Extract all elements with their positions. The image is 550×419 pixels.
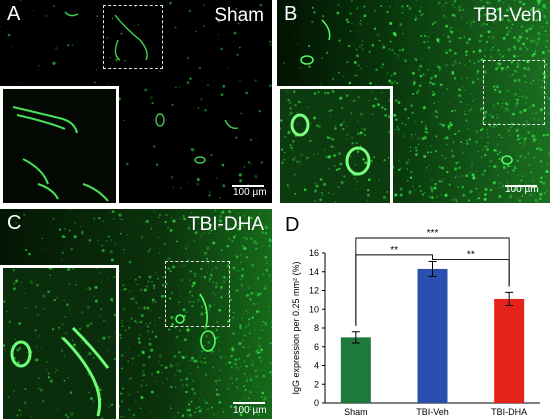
panel-letter: B <box>284 3 298 25</box>
y-tick-label: 0 <box>314 398 319 408</box>
scale-bar-label: 100 µm <box>505 184 539 195</box>
roi-box-tbi-dha <box>165 261 230 327</box>
scale-bar <box>232 185 264 187</box>
y-tick-label: 8 <box>314 323 319 333</box>
panel-letter: A <box>7 3 21 25</box>
bar-sham <box>340 337 371 403</box>
x-tick-label: TBI-DHA <box>491 407 527 417</box>
micrograph-panel-tbi-dha: C TBI-DHA 100 µm <box>0 209 272 419</box>
bar-chart-panel: D 0 2 4 6 8 10 12 14 16 IgG expression per 0.25 m… <box>277 209 550 419</box>
significance-label: ** <box>390 245 398 256</box>
inset-zoom-tbi-veh <box>277 86 393 203</box>
y-tick-label: 14 <box>309 267 319 277</box>
micrograph-panel-tbi-veh: B TBI-Veh 100 µm <box>277 0 550 203</box>
roi-box-sham <box>103 5 163 69</box>
panel-condition-label: TBI-DHA <box>188 214 264 235</box>
micrograph-panel-sham: A Sham 100 µm <box>0 0 272 203</box>
panel-letter: D <box>285 214 300 236</box>
y-tick-label: 10 <box>309 304 319 314</box>
x-tick-label: TBI-Veh <box>416 407 449 417</box>
significance-label: *** <box>427 228 439 239</box>
scale-bar-label: 100 µm <box>233 405 267 416</box>
inset-zoom-sham <box>0 86 119 203</box>
panel-letter: C <box>7 212 22 234</box>
panel-condition-label: Sham <box>214 5 264 26</box>
y-tick-label: 12 <box>309 286 319 296</box>
x-tick-label: Sham <box>344 407 368 417</box>
micrograph-sham-image <box>0 0 272 199</box>
bar-chart: 0 2 4 6 8 10 12 14 16 IgG expression per 0.25 mm²… <box>291 228 540 417</box>
y-tick-label: 2 <box>314 379 319 389</box>
inset-zoom-tbi-dha <box>0 265 119 419</box>
scale-bar-label: 100 µm <box>233 187 267 198</box>
significance-bracket <box>355 237 510 326</box>
roi-box-tbi-veh <box>483 60 545 125</box>
bar-tbi-dha <box>494 298 525 403</box>
y-axis-label: IgG expression per 0.25 mm² (%) <box>291 261 301 394</box>
significance-label: ** <box>467 250 475 261</box>
y-tick-label: 6 <box>314 342 319 352</box>
scale-bar <box>505 185 537 187</box>
bar-tbi-veh <box>417 268 448 403</box>
panel-condition-label: TBI-Veh <box>473 5 542 26</box>
y-tick-label: 16 <box>309 248 319 258</box>
scale-bar <box>233 402 265 404</box>
y-tick-label: 4 <box>314 361 319 371</box>
